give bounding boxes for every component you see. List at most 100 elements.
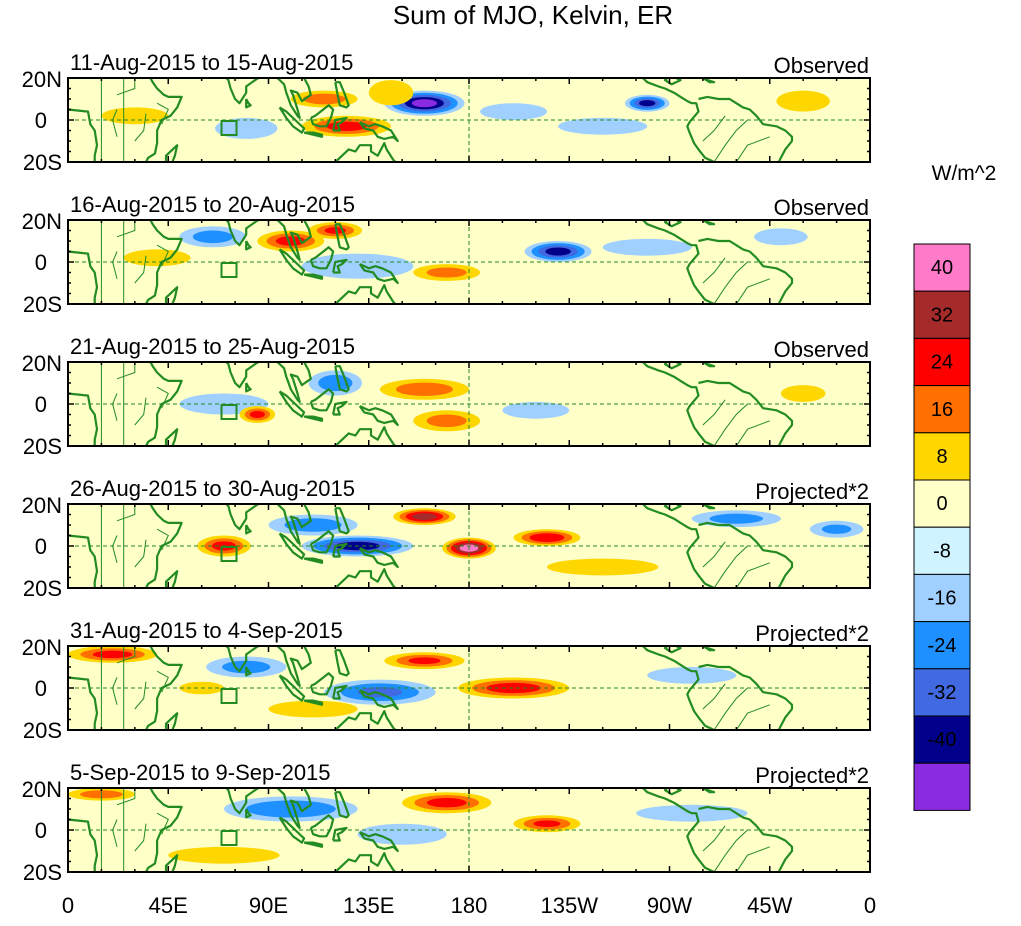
panel-ticks — [67, 503, 871, 589]
reference-box — [220, 262, 238, 278]
contour-level — [302, 93, 346, 105]
coastline — [278, 106, 306, 134]
coastline — [309, 104, 335, 128]
country-border — [735, 562, 770, 588]
coastline — [145, 78, 183, 162]
reference-box — [220, 830, 238, 846]
y-tick-label: 20S — [23, 434, 62, 459]
coastline — [276, 362, 314, 403]
anomaly-blob — [324, 679, 436, 705]
coastline — [195, 78, 261, 105]
coastline — [334, 81, 350, 109]
contour-level — [426, 414, 467, 428]
borders — [100, 788, 770, 872]
colorbar-label: 24 — [931, 352, 953, 374]
coastline — [245, 808, 252, 819]
coastline — [634, 362, 715, 446]
panel-2: 16-Aug-2015 to 20-Aug-2015 Observed 20N 0 20… — [22, 192, 871, 317]
y-tick-label: 20S — [23, 576, 62, 601]
country-border — [702, 683, 726, 710]
anomaly-blob — [602, 238, 692, 256]
x-tick-label: 45E — [149, 893, 188, 918]
y-tick-label: 20S — [23, 860, 62, 885]
reference-box — [220, 120, 238, 136]
country-border — [156, 244, 169, 267]
colorbar-label: -24 — [928, 635, 957, 657]
contour-level — [546, 558, 659, 576]
coastline — [276, 78, 314, 120]
panel-kind: Projected*2 — [755, 621, 869, 646]
anomaly-blob — [368, 80, 414, 106]
coastline — [303, 415, 324, 422]
coastline — [145, 504, 183, 588]
anomaly-blob — [215, 117, 278, 139]
anomaly-blob — [513, 815, 581, 833]
borders — [100, 504, 770, 588]
panel-kind: Observed — [774, 53, 869, 78]
coastline — [276, 504, 314, 546]
y-tick-label: 0 — [35, 392, 47, 417]
country-border — [735, 846, 770, 872]
coastlines — [68, 788, 794, 872]
colorbar-swatch — [913, 385, 971, 434]
coastline — [334, 223, 350, 251]
coastline — [164, 570, 179, 588]
colorbar-swatch — [913, 668, 971, 717]
coastline — [303, 699, 324, 706]
x-tick-label: 45W — [747, 893, 792, 918]
country-border — [116, 78, 136, 96]
contour-level — [780, 385, 826, 402]
country-border — [134, 397, 147, 426]
coastline — [245, 240, 252, 251]
country-border — [702, 257, 726, 284]
coastline — [698, 663, 794, 730]
contour-level — [411, 99, 438, 108]
x-tick-label: 0 — [864, 893, 876, 918]
contour-level — [426, 798, 467, 808]
country-border — [702, 825, 726, 852]
contour-level — [776, 90, 830, 112]
contour-level — [602, 238, 692, 256]
coastline — [309, 814, 335, 838]
contour-level — [533, 820, 561, 828]
coastline — [164, 144, 179, 162]
anomaly-blob — [546, 558, 659, 576]
anomaly-blob — [308, 370, 363, 396]
anomaly-blob — [257, 230, 325, 252]
coastline — [702, 788, 716, 794]
coastline — [68, 818, 99, 872]
coastline — [663, 78, 682, 86]
coastline — [145, 220, 183, 304]
coastline — [358, 689, 399, 711]
contour-level — [249, 410, 265, 419]
contour-level — [558, 117, 648, 135]
colorbar-swatch — [913, 337, 971, 387]
coastline — [663, 504, 682, 512]
coastline — [319, 426, 397, 446]
panel-kind: Projected*2 — [755, 479, 869, 504]
reference-box — [220, 688, 238, 704]
anomaly-blob — [168, 846, 280, 864]
colorbar-label: -16 — [928, 588, 957, 610]
coastline — [145, 362, 183, 446]
anomaly-blob — [357, 823, 447, 845]
colorbar-swatch — [913, 715, 971, 764]
contour-level — [123, 249, 191, 267]
coastline — [634, 504, 715, 588]
contour-level — [486, 682, 541, 694]
anomaly-blob — [290, 90, 358, 108]
coastline — [319, 567, 397, 588]
contour-level — [168, 846, 280, 864]
anomaly-blob — [513, 529, 581, 546]
country-border — [735, 136, 770, 162]
contour-level — [709, 513, 764, 524]
country-border — [156, 528, 169, 551]
y-tick-label: 20S — [23, 150, 62, 175]
coastline — [358, 121, 399, 143]
coastline — [68, 392, 99, 446]
coastline — [702, 220, 716, 226]
country-border — [134, 255, 147, 284]
panel-1: 11-Aug-2015 to 15-Aug-2015 Observed 20N 0 20… — [22, 50, 871, 175]
coastline — [309, 388, 335, 412]
